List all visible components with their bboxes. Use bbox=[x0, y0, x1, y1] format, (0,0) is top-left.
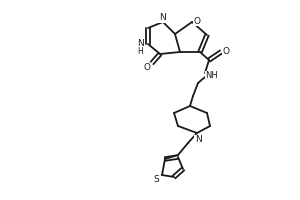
Text: N: N bbox=[159, 14, 165, 22]
Text: S: S bbox=[153, 174, 159, 184]
Text: O: O bbox=[223, 46, 230, 55]
Text: H: H bbox=[137, 47, 143, 56]
Text: NH: NH bbox=[206, 72, 218, 80]
Text: O: O bbox=[143, 64, 151, 72]
Text: N: N bbox=[136, 40, 143, 48]
Text: N: N bbox=[195, 136, 201, 144]
Text: O: O bbox=[194, 17, 200, 25]
